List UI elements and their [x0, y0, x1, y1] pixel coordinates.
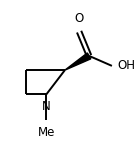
Text: N: N	[42, 100, 51, 113]
Polygon shape	[65, 53, 91, 70]
Text: OH: OH	[118, 59, 136, 72]
Text: O: O	[74, 12, 84, 25]
Text: Me: Me	[38, 126, 55, 139]
